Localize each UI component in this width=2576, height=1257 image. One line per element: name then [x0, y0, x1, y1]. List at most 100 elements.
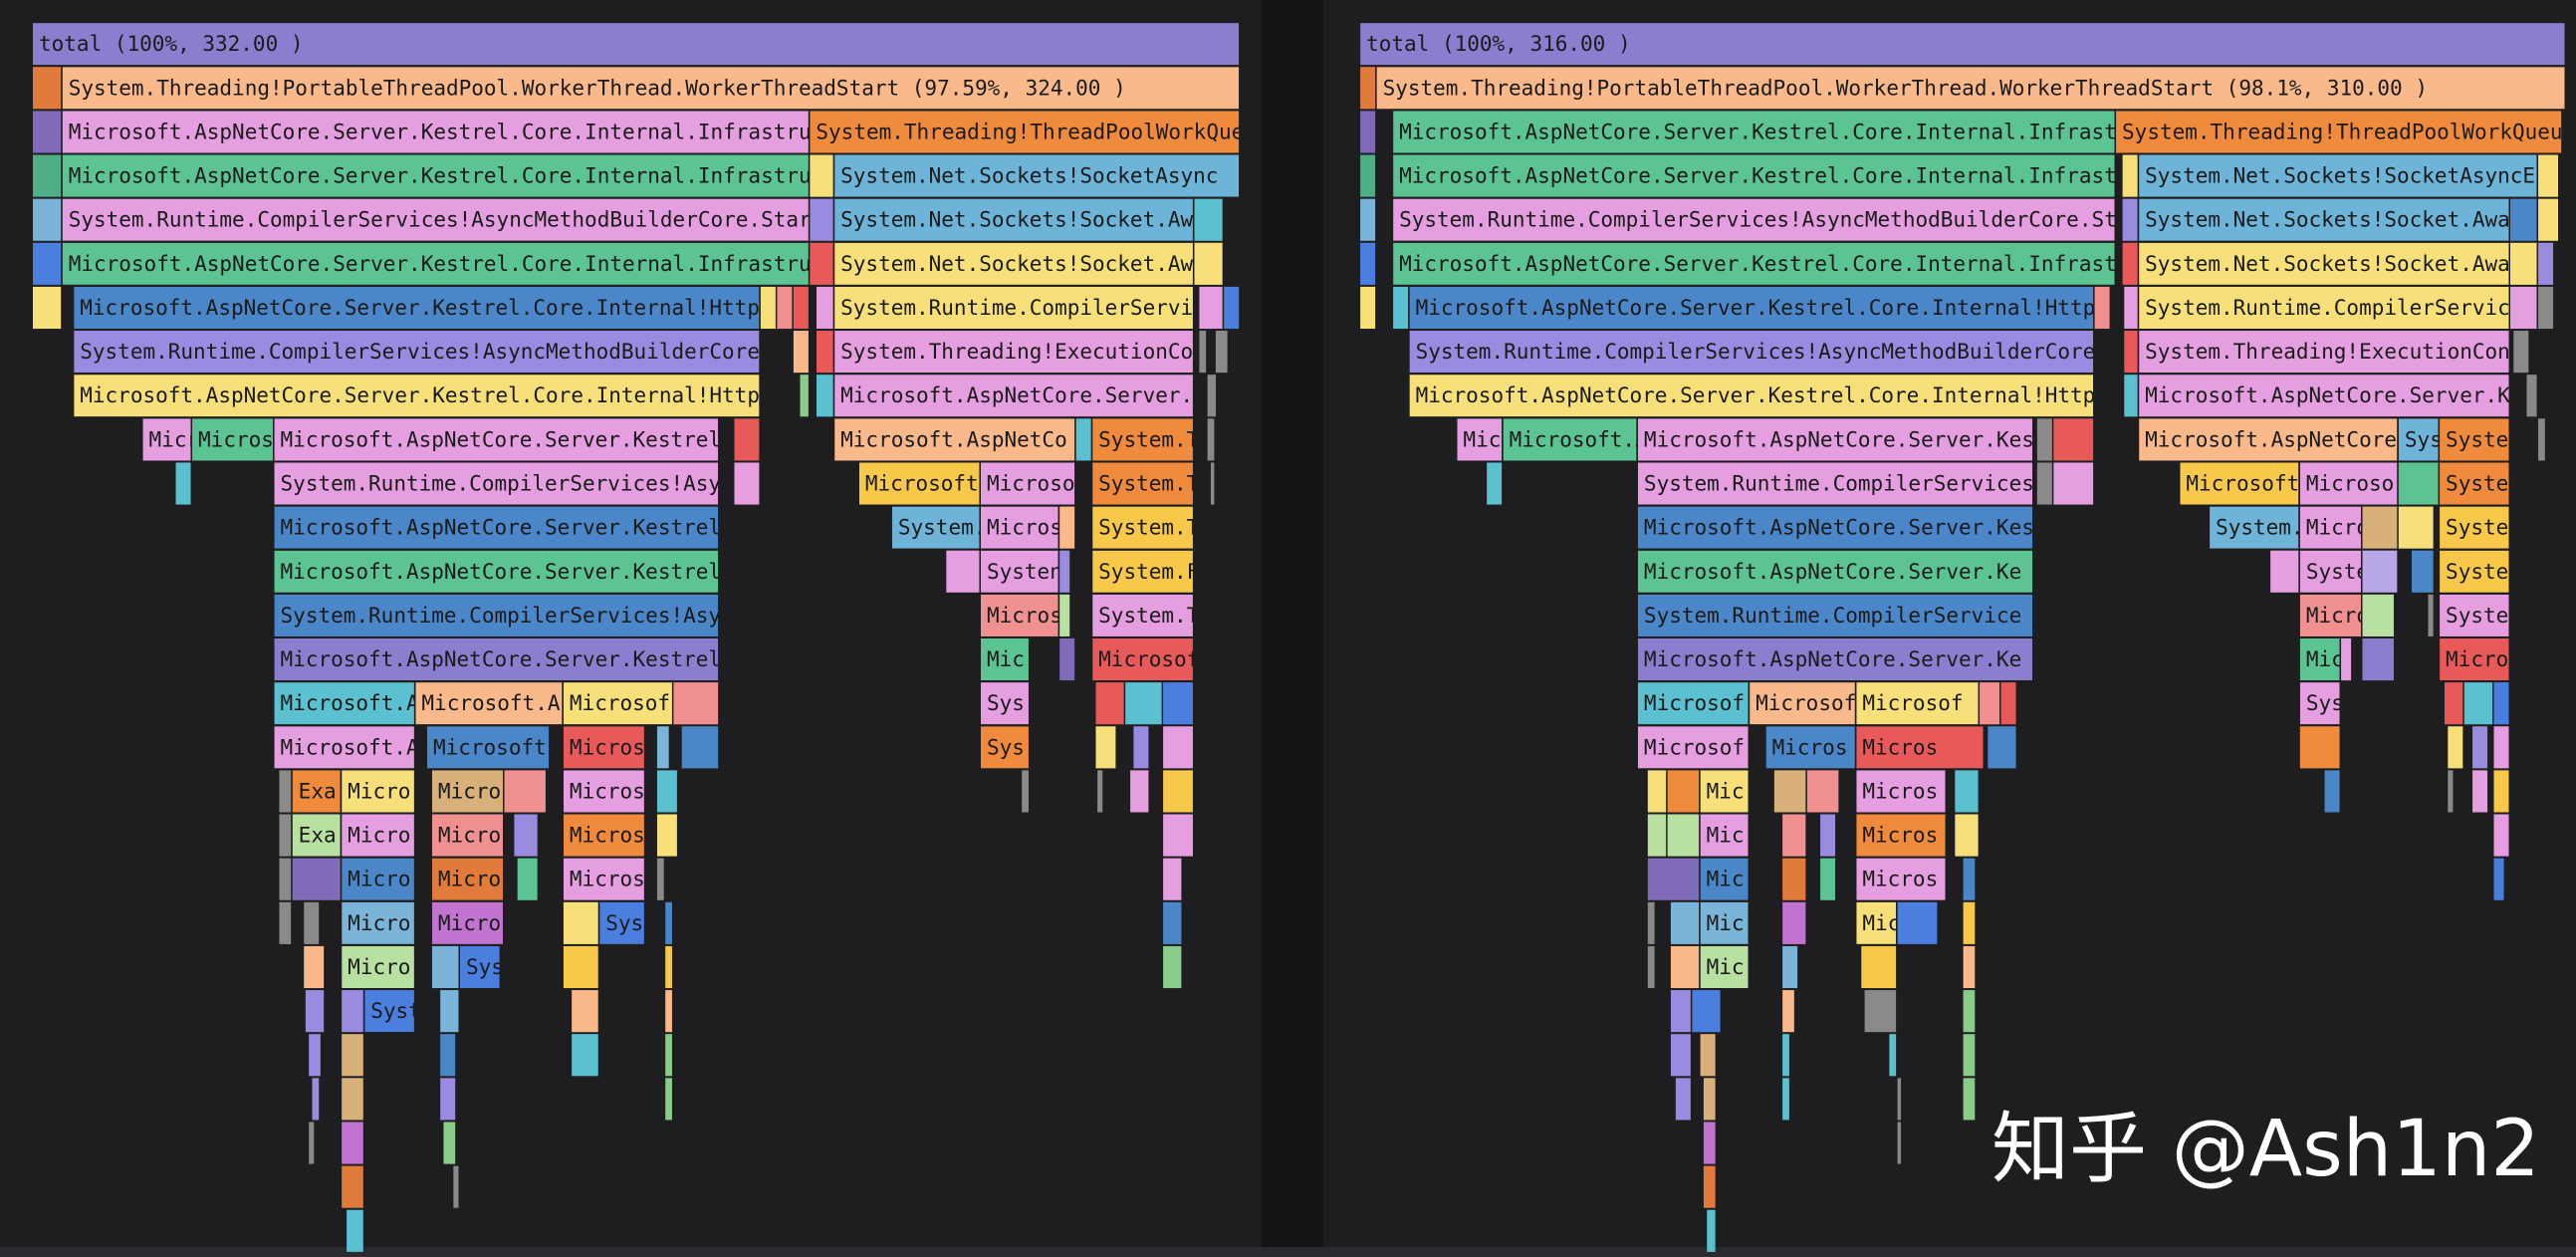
panel-divider [1262, 0, 1323, 1257]
frame-box [1092, 637, 1193, 681]
frame [1670, 901, 1700, 944]
frame [681, 726, 719, 769]
frame [1861, 945, 1897, 989]
frame: Sys [459, 945, 500, 989]
frame: System. [891, 506, 980, 549]
frame [2538, 154, 2559, 197]
frame [342, 1034, 363, 1077]
frame [1125, 682, 1162, 725]
frame: Mic [1700, 901, 1749, 944]
frame-label: Microsof [1756, 691, 1856, 715]
frame-box [1637, 550, 2033, 593]
frame [1782, 990, 1794, 1033]
frame-label: Microsoft.AspNetCore.Server.Kestrel [281, 427, 722, 451]
frame-label: Micro [438, 779, 501, 803]
frame-box [1393, 111, 2115, 153]
frame-label: System.Runtime.CompilerService [1644, 604, 2021, 628]
frame [1667, 814, 1700, 857]
frame [1360, 198, 1376, 241]
frame-label: System.Threading!ThreadPoolWorkQueu [2122, 120, 2563, 143]
frame: Syste [2440, 550, 2509, 593]
frame-box [2139, 242, 2509, 285]
frame-label: Microsoft.A [281, 735, 419, 759]
frame [1963, 1078, 1976, 1121]
frame [1194, 198, 1223, 241]
frame-box [74, 286, 760, 330]
frame: System.Net.Sockets!Socket.Awa [2139, 242, 2509, 285]
frame: Microsoft.AspNetCore.Server.Kestrel.Core… [1393, 154, 2115, 197]
frame [32, 286, 62, 330]
flame-panel: total (100%, 316.00 ) System.Threading!Po… [1360, 23, 2565, 1252]
frame: Sys [599, 901, 644, 944]
frame-box [431, 770, 504, 813]
frame-label: Micro [348, 868, 410, 891]
frame [1487, 462, 1503, 505]
frame-box [980, 550, 1058, 593]
frame: System.Threading!ExecutionCo [834, 331, 1193, 374]
frame-label: Microsoft.AspNetCore.Server.Kestrel [281, 647, 722, 671]
frame [1955, 770, 1979, 813]
frame-box [2299, 682, 2340, 725]
frame-label: Micros [1862, 868, 1938, 891]
frame-label: Micros [198, 427, 274, 451]
frame [2094, 286, 2110, 330]
frame: System.Runtime.CompilerServices!AsyncMet… [1409, 331, 2094, 374]
frame-label: System.Net.Sockets!Socket.Aw [840, 252, 1193, 276]
frame: Mic [1700, 945, 1749, 989]
frame-label: Micros [570, 735, 645, 759]
frame: Microsoft.AspNetCore.Server.Kestrel [274, 637, 722, 681]
frame-box [2180, 462, 2299, 505]
frame-box [858, 462, 980, 505]
frame [1647, 901, 1655, 944]
frame [1782, 1078, 1789, 1121]
frame-label: Microsoft [865, 472, 979, 496]
frame [32, 67, 62, 110]
frame [312, 1078, 320, 1121]
frame [1963, 945, 1976, 989]
frame-box [2139, 418, 2398, 461]
frame-box [1700, 770, 1749, 813]
frame [1782, 945, 1798, 989]
frame-box [274, 594, 719, 636]
frame-label: Microsoft.AspNetCore.Server.Kestrel.Core… [69, 164, 812, 188]
frame [1667, 770, 1700, 813]
frame: Microsoft.AspNetCore.Server.K [2139, 375, 2509, 417]
frame [32, 111, 62, 153]
frame [2448, 770, 2454, 813]
frame-box [1092, 550, 1193, 593]
frame-label: Microsoft.AspNetCore.Server.Kestrel.Core… [69, 252, 812, 276]
frame-label: System.T [1098, 516, 1200, 540]
frame-label: Microsoft.AspNetCore.Server.Kestrel.Core… [80, 296, 760, 320]
frame [1207, 418, 1215, 461]
frame-label: Microsof [1862, 691, 1963, 715]
frame [1647, 858, 1700, 900]
frame-label: Micro [348, 911, 410, 935]
frame-box [563, 726, 644, 769]
frame [1059, 637, 1075, 681]
frame: Mic [1700, 814, 1749, 857]
frame: Microsof [1637, 682, 1749, 725]
frame-box [1409, 286, 2094, 330]
frame: Micros [980, 594, 1058, 636]
frame [2362, 550, 2398, 593]
frame [1097, 770, 1103, 813]
frame-label: Syste [2446, 560, 2508, 584]
frame: System.Runtime.CompilerServices!Asy [274, 462, 719, 505]
frame: Micro [2299, 506, 2361, 549]
frame: Microsof [1750, 682, 1856, 725]
frame-box [274, 506, 719, 549]
frame [2324, 770, 2340, 813]
frame-box [2139, 286, 2509, 330]
frame-box [274, 682, 414, 725]
frame-label: System.T [1098, 427, 1200, 451]
frame: Microsoft.AspNetCore.Server.Kestrel [274, 550, 719, 593]
frame-label: Micros [570, 868, 645, 891]
frame-label: Mic [1707, 824, 1745, 848]
frame [2493, 682, 2509, 725]
frame-label: Mic [1463, 427, 1501, 451]
frame [563, 945, 598, 989]
frame: System. [2210, 506, 2298, 549]
frame [1707, 1209, 1716, 1252]
frame: Syste [2440, 418, 2509, 461]
